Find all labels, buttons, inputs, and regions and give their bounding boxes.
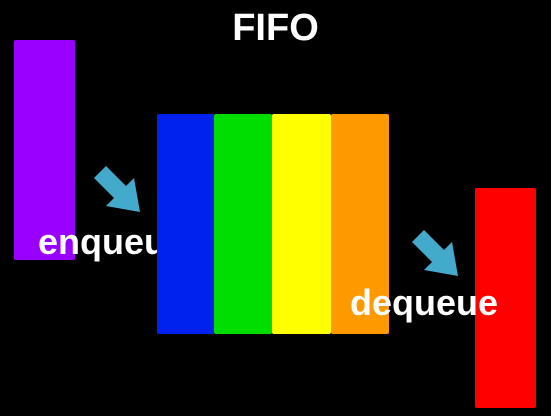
queue-block-green xyxy=(214,114,272,334)
queue-block-orange xyxy=(331,114,389,334)
diagram-title: FIFO xyxy=(232,7,319,49)
dequeue-arrow-icon xyxy=(412,230,458,276)
queue-block-yellow xyxy=(272,114,331,334)
enqueue-arrow-icon xyxy=(94,166,140,212)
dequeue-label: dequeue xyxy=(350,282,499,323)
incoming-block-purple xyxy=(14,40,75,260)
queue-block-blue xyxy=(157,114,214,334)
outgoing-block-red xyxy=(475,188,536,408)
